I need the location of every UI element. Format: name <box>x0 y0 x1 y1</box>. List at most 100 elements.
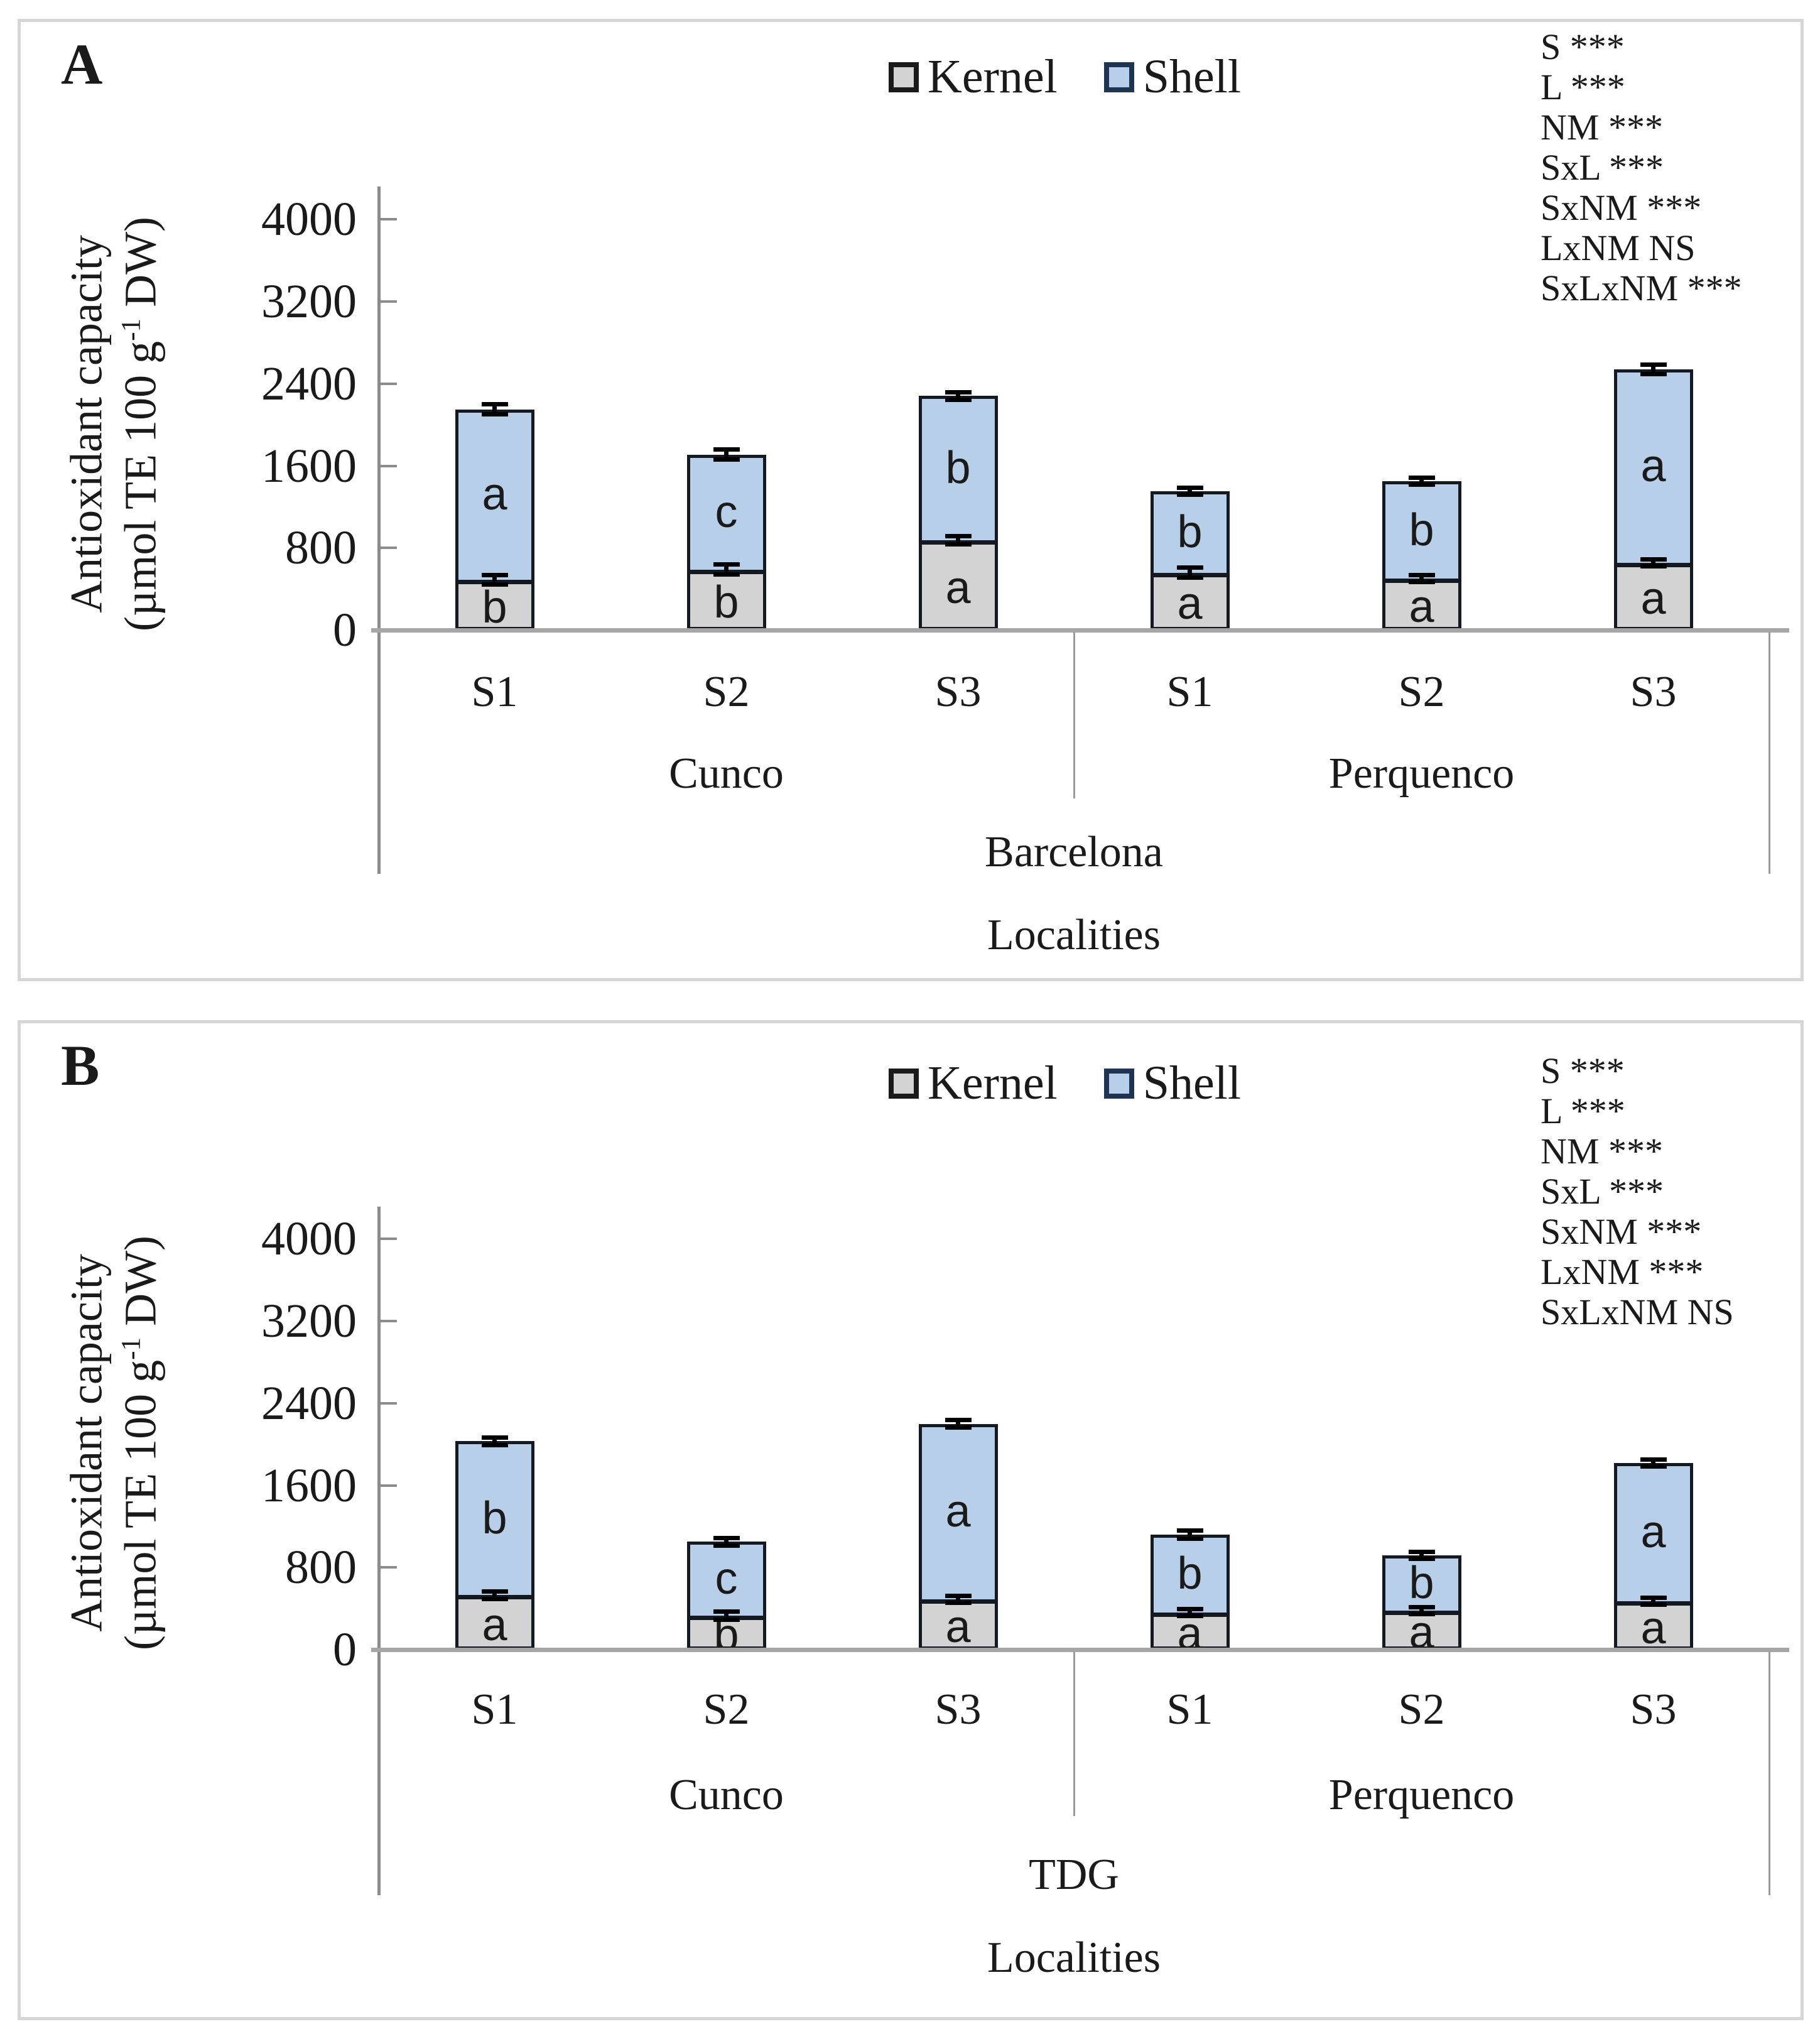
significance-letter: a <box>482 1599 507 1650</box>
season-label: S3 <box>1630 668 1677 716</box>
significance-letter: a <box>945 562 971 613</box>
category-separator-right <box>1769 630 1770 874</box>
legend-item: Shell <box>1103 50 1242 104</box>
error-bar-stem <box>1419 577 1424 580</box>
stat-line: LxNM *** <box>1541 1251 1704 1292</box>
error-bar <box>945 389 972 403</box>
error-bar-stem <box>492 406 497 413</box>
season-label: S1 <box>471 668 518 716</box>
season-label: S2 <box>703 668 750 716</box>
significance-letter: a <box>1640 441 1666 491</box>
error-bar <box>1408 1604 1435 1616</box>
significance-letter: c <box>715 1553 738 1604</box>
locality-label: Cunco <box>669 1771 784 1819</box>
stat-line: L *** <box>1541 1091 1625 1131</box>
season-label: S2 <box>1398 1685 1445 1734</box>
error-bar-stem <box>1650 367 1655 372</box>
error-bar-stem <box>723 452 729 458</box>
significance-letter: b <box>713 577 739 628</box>
error-bar-stem <box>492 1439 497 1444</box>
error-bar <box>481 402 508 417</box>
significance-letter: a <box>1177 579 1203 629</box>
significance-letter: a <box>1640 574 1666 624</box>
error-bar-stem <box>955 1422 960 1426</box>
significance-letter: b <box>1177 506 1203 557</box>
category-separator-right <box>1769 1650 1770 1895</box>
error-bar <box>945 1417 972 1430</box>
stat-line: SxL *** <box>1541 147 1664 188</box>
plot-area: 0 800 1600 2400 3200 4000 b a c b a a b a b a a a S1 S2 S3 S1… <box>21 1023 1801 2017</box>
plot-area: 0 800 1600 2400 3200 4000 a b c b b a b a b a a a S1 S2 S3 S1… <box>21 22 1801 978</box>
stacked-bar <box>1613 1462 1693 1650</box>
panel-label: A <box>61 32 103 96</box>
error-bar-stem <box>1419 480 1424 483</box>
legend-label: Shell <box>1142 50 1242 103</box>
group-label: TDG <box>1029 1851 1119 1899</box>
significance-letter: a <box>945 1601 971 1652</box>
legend: Kernel Shell <box>889 50 1241 104</box>
legend-item: Kernel <box>889 1056 1058 1111</box>
season-label: S3 <box>934 1685 982 1734</box>
error-bar <box>1408 573 1435 585</box>
error-bar <box>481 572 508 587</box>
legend-label: Shell <box>1142 1057 1242 1109</box>
error-bar <box>713 1535 740 1548</box>
error-bar-stem <box>955 394 960 398</box>
locality-label: Perquenco <box>1328 1771 1515 1819</box>
stat-line: SxL *** <box>1541 1171 1664 1212</box>
season-label: S3 <box>934 668 982 716</box>
stat-line: SxLxNM *** <box>1541 268 1742 308</box>
y-tick-label: 1600 <box>261 1459 357 1512</box>
significance-letter: a <box>1640 1602 1666 1653</box>
panel-a: A Kernel Shell S *** L *** NM *** SxL *** SxN… <box>18 19 1804 981</box>
stat-line: NM *** <box>1541 1131 1663 1172</box>
error-bar-stem <box>1419 1609 1424 1612</box>
anova-significance-block: S *** L *** NM *** SxL *** SxNM *** LxNM *** S… <box>1541 1051 1734 1332</box>
y-axis-tick <box>381 382 397 385</box>
stacked-bar <box>1382 481 1461 630</box>
y-axis-tick <box>381 1320 397 1323</box>
error-bar-stem <box>1187 570 1192 575</box>
stacked-bar <box>455 409 534 630</box>
legend-item: Shell <box>1103 1056 1242 1111</box>
y-axis-tick <box>381 1238 397 1241</box>
error-bar-stem <box>955 538 960 542</box>
legend-label: Kernel <box>928 50 1058 103</box>
y-tick-label: 4000 <box>261 193 357 246</box>
x-axis-baseline <box>371 1648 1789 1652</box>
y-axis-tick <box>381 1566 397 1569</box>
y-axis-tick <box>381 218 397 221</box>
error-bar-stem <box>723 567 729 573</box>
error-bar <box>713 562 740 577</box>
error-bar-stem <box>723 1540 729 1544</box>
error-bar <box>481 1435 508 1448</box>
y-tick-label: 3200 <box>261 275 357 329</box>
y-tick-label: 1600 <box>261 439 357 492</box>
stat-line: S *** <box>1541 1050 1625 1091</box>
stat-line: L *** <box>1541 67 1625 107</box>
error-bar <box>1176 1607 1203 1619</box>
y-tick-label: 4000 <box>261 1212 357 1266</box>
significance-letter: b <box>1409 1557 1434 1608</box>
y-tick-label: 0 <box>333 604 357 656</box>
x-axis-title: Localities <box>987 1934 1161 1982</box>
stat-line: SxNM *** <box>1541 187 1702 228</box>
error-bar-stem <box>1187 1611 1192 1614</box>
y-tick-label: 2400 <box>261 357 357 410</box>
y-axis-tick <box>381 1401 397 1405</box>
error-bar-stem <box>1650 1461 1655 1464</box>
significance-letter: b <box>945 443 971 494</box>
y-tick-label: 800 <box>285 521 357 575</box>
error-bar <box>1176 1528 1203 1541</box>
season-label: S1 <box>1166 1685 1213 1734</box>
significance-letter: b <box>1177 1548 1203 1599</box>
error-bar <box>1408 476 1435 487</box>
stacked-bar <box>455 1441 534 1650</box>
anova-significance-block: S *** L *** NM *** SxL *** SxNM *** LxNM NS Sx… <box>1541 27 1742 308</box>
significance-letter: c <box>715 487 738 538</box>
significance-letter: b <box>1409 504 1434 555</box>
y-axis-tick <box>381 547 397 550</box>
legend: Kernel Shell <box>889 1056 1241 1111</box>
stat-line: SxNM *** <box>1541 1211 1702 1252</box>
